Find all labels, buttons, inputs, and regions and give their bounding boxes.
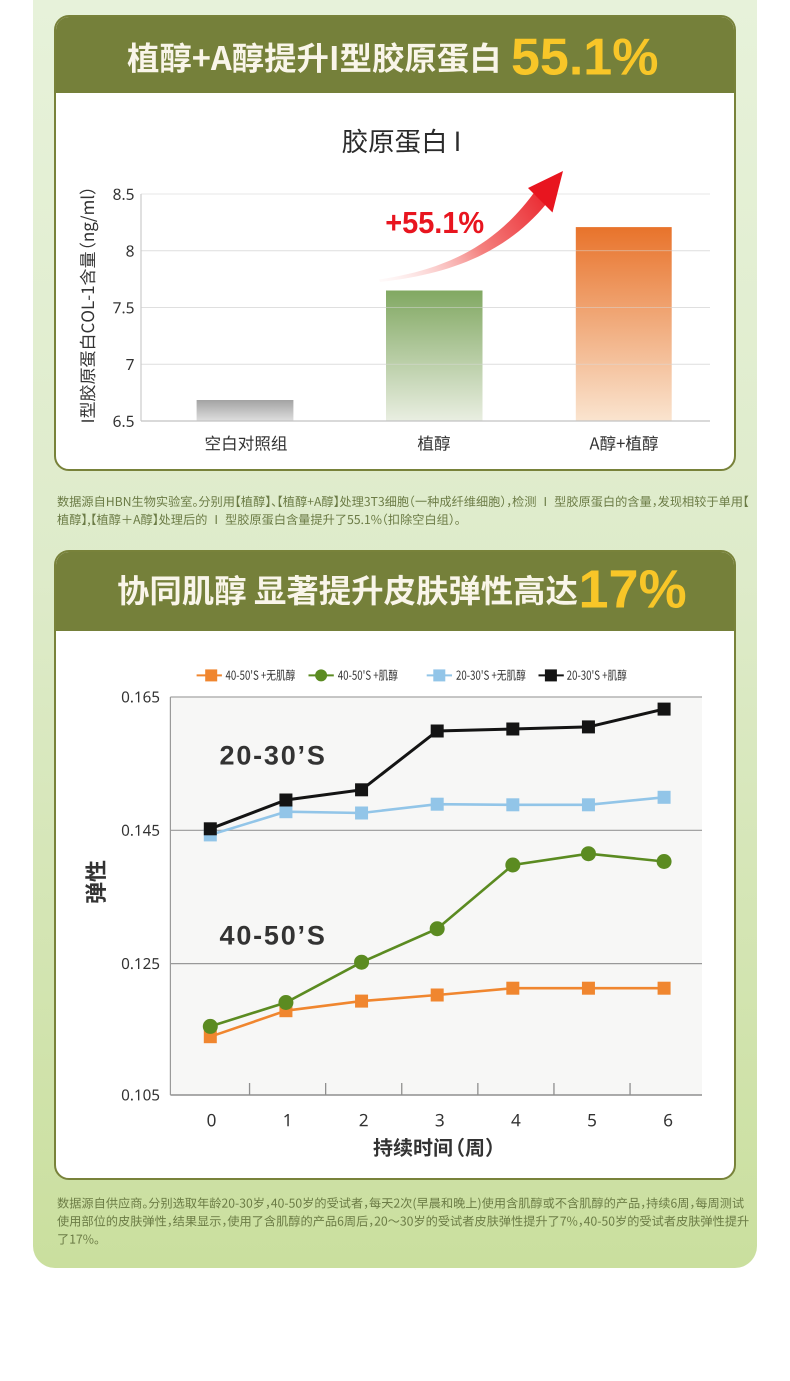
svg-text:55.1%: 55.1%: [511, 29, 658, 87]
svg-text:20-30’S: 20-30’S: [220, 741, 327, 771]
svg-text:40-50’S: 40-50’S: [220, 921, 327, 951]
svg-text:+55.1%: +55.1%: [385, 205, 484, 240]
svg-text:17%: 17%: [579, 560, 687, 620]
